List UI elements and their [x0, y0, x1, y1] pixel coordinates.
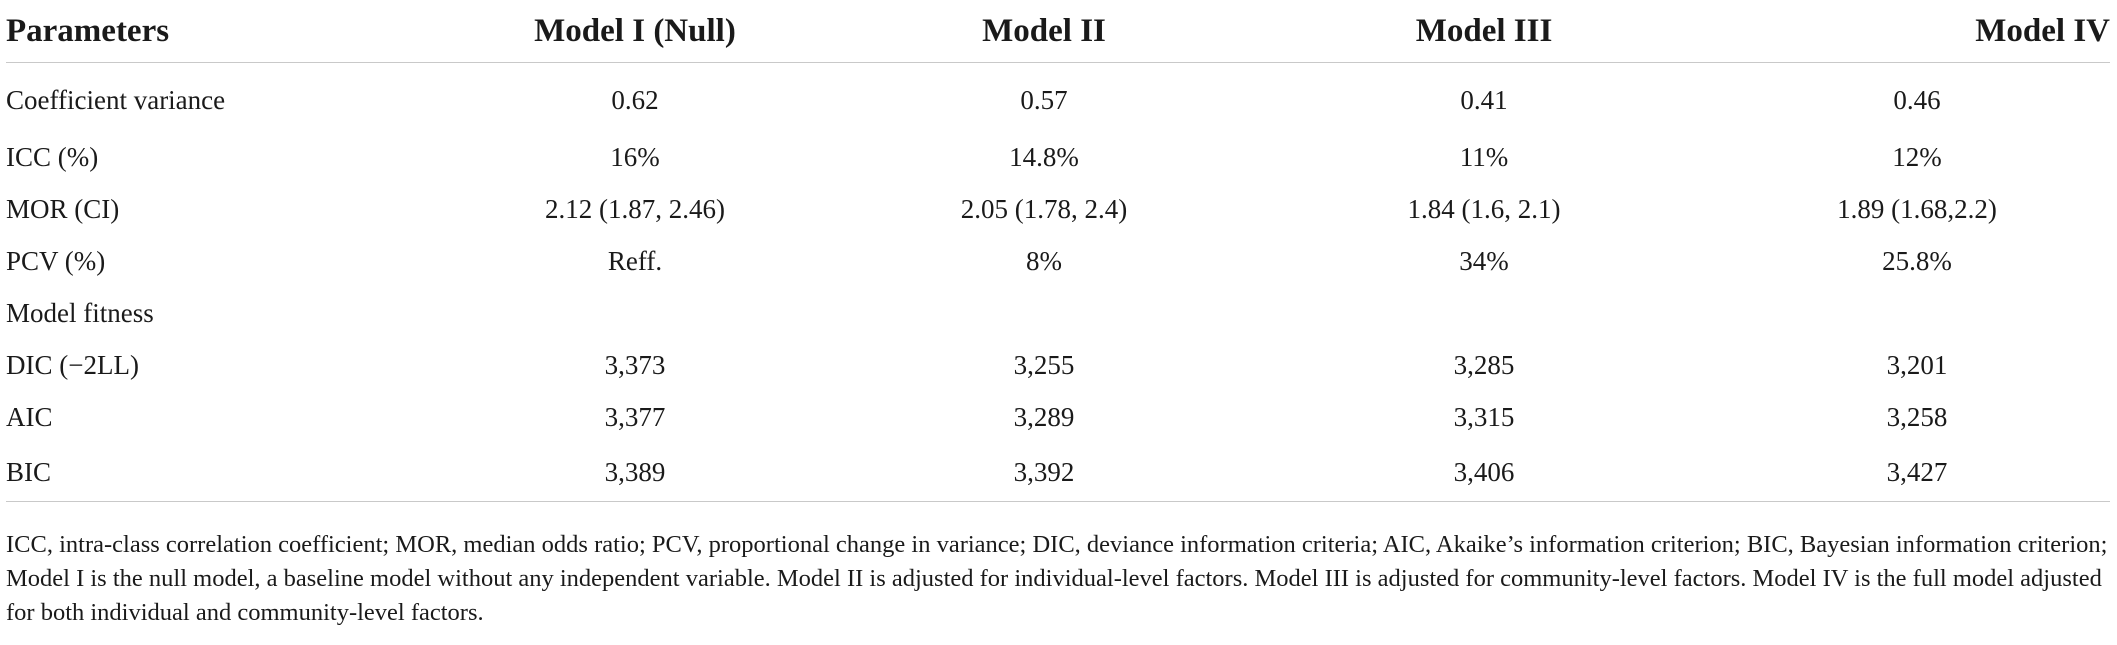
table-cell: 3,285 [1453, 349, 1515, 380]
header-model-1: Model I (Null) [426, 0, 844, 63]
row-label: Coefficient variance [6, 84, 226, 115]
table-header-row: Parameters Model I (Null) Model II Model… [6, 0, 2110, 63]
table-cell: 2.12 (1.87, 2.46) [545, 193, 725, 224]
table-cell: 3,255 [1013, 349, 1075, 380]
table-row: DIC (−2LL) 3,373 3,255 3,285 3,201 [6, 339, 2110, 391]
table-row: ICC (%) 16% 14.8% 11% 12% [6, 131, 2110, 183]
section-label-model-fitness: Model fitness [6, 297, 154, 328]
table-cell: 3,289 [1013, 401, 1075, 432]
table-cell: Reff. [607, 245, 663, 276]
table-cell: 0.46 [1893, 84, 1941, 115]
table-cell: 2.05 (1.78, 2.4) [960, 193, 1128, 224]
header-parameters: Parameters [6, 0, 426, 63]
header-model-3: Model III [1244, 0, 1724, 63]
table-row: AIC 3,377 3,289 3,315 3,258 [6, 391, 2110, 443]
header-model-4: Model IV [1724, 0, 2110, 63]
row-label: ICC (%) [6, 141, 99, 172]
table-cell: 3,315 [1453, 401, 1515, 432]
table-row: Coefficient variance 0.62 0.57 0.41 0.46 [6, 63, 2110, 132]
row-label: AIC [6, 401, 53, 432]
table-cell: 3,406 [1244, 443, 1724, 502]
table-cell: 0.41 [1460, 84, 1508, 115]
row-label: DIC (−2LL) [6, 349, 139, 380]
table-cell: 1.84 (1.6, 2.1) [1407, 193, 1561, 224]
table-cell: 0.57 [1020, 84, 1068, 115]
header-model-2: Model II [844, 0, 1244, 63]
row-label: PCV (%) [6, 245, 106, 276]
table-cell: 8% [1026, 245, 1062, 276]
table-row: BIC 3,389 3,392 3,406 3,427 [6, 443, 2110, 502]
table-row: MOR (CI) 2.12 (1.87, 2.46) 2.05 (1.78, 2… [6, 183, 2110, 235]
table-cell: 3,201 [1886, 349, 1948, 380]
row-label: BIC [6, 443, 426, 502]
table-footnote: ICC, intra-class correlation coefficient… [6, 531, 2108, 626]
table-cell: 3,377 [604, 401, 666, 432]
table-cell: 1.89 (1.68,2.2) [1837, 193, 1997, 224]
table-cell: 3,389 [426, 443, 844, 502]
row-label: MOR (CI) [6, 193, 120, 224]
table-cell: 11% [1459, 141, 1509, 172]
table-row: PCV (%) Reff. 8% 34% 25.8% [6, 235, 2110, 287]
table-cell: 16% [610, 141, 660, 172]
table-cell: 3,392 [844, 443, 1244, 502]
table-cell: 3,258 [1886, 401, 1948, 432]
table-cell: 14.8% [1009, 141, 1079, 172]
table-cell: 3,373 [604, 349, 666, 380]
section-row: Model fitness [6, 287, 2110, 339]
table-cell: 12% [1892, 141, 1942, 172]
table-cell: 0.62 [611, 84, 659, 115]
table-cell: 25.8% [1882, 245, 1952, 276]
table-cell: 34% [1459, 245, 1509, 276]
table-cell: 3,427 [1724, 443, 2110, 502]
model-comparison-table: Parameters Model I (Null) Model II Model… [6, 0, 2110, 502]
